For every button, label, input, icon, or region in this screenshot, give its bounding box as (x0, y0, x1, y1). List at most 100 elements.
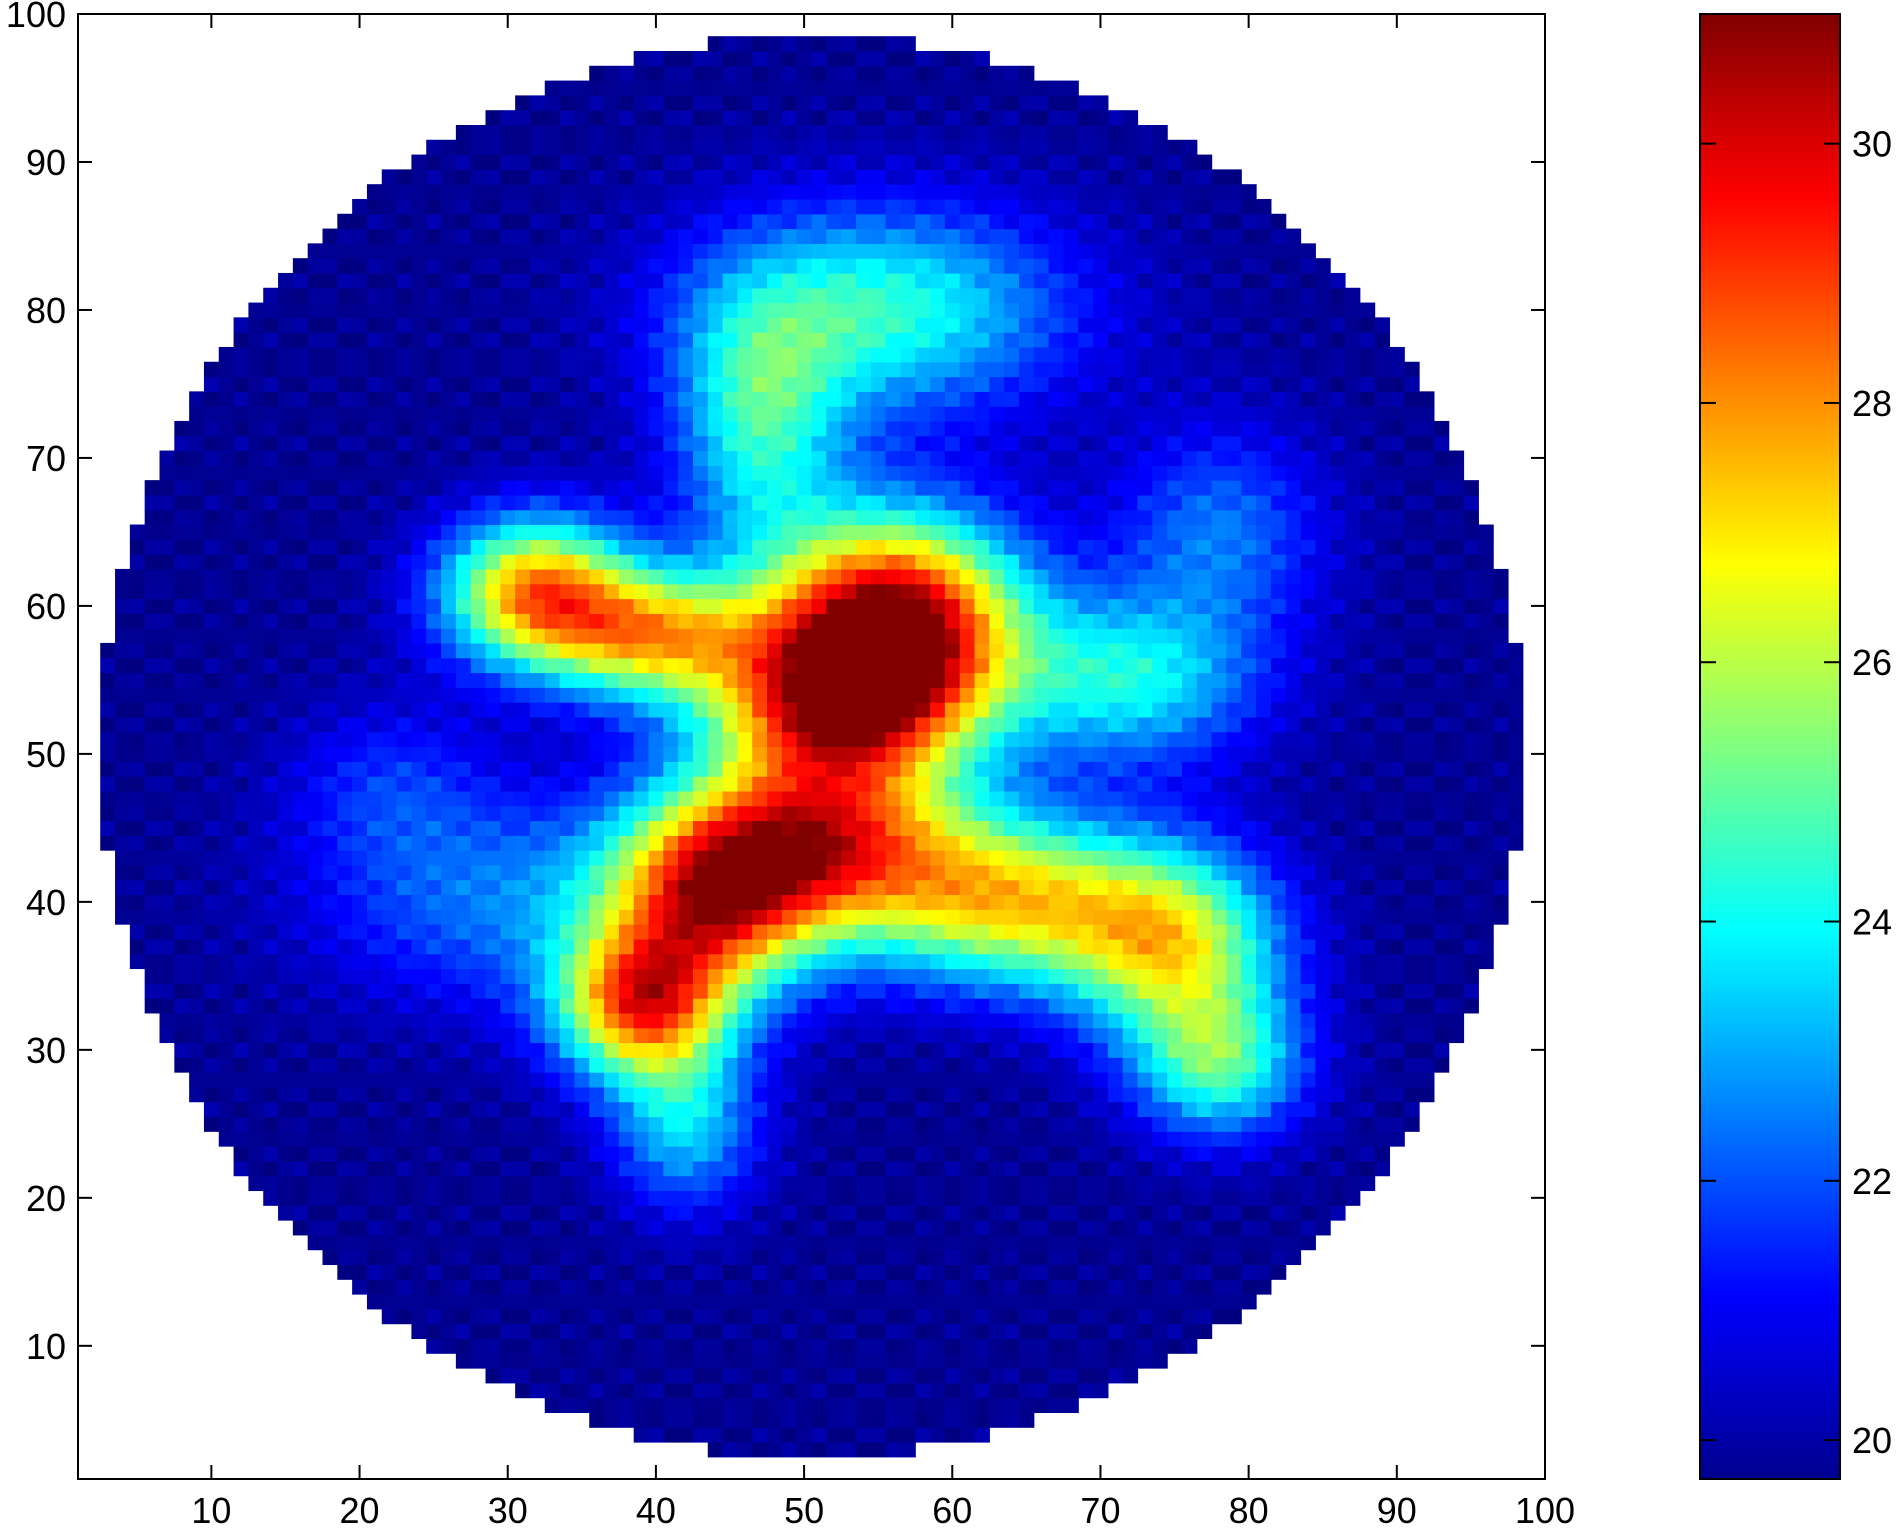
heatmap-cell (574, 95, 590, 111)
heatmap-cell (989, 687, 1005, 703)
heatmap-cell (767, 909, 783, 925)
heatmap-cell (900, 302, 916, 318)
heatmap-cell (559, 287, 576, 304)
heatmap-cell (752, 332, 768, 348)
heatmap-cell (322, 924, 338, 940)
heatmap-cell (989, 1368, 1005, 1384)
heatmap-cell (752, 302, 768, 318)
heatmap-cell (233, 361, 250, 378)
heatmap-cell (767, 154, 783, 170)
heatmap-cell (841, 169, 857, 185)
heatmap-cell (855, 761, 872, 777)
heatmap-cell (870, 628, 887, 644)
heatmap-cell (885, 746, 902, 762)
heatmap-cell (989, 95, 1005, 111)
heatmap-cell (100, 687, 116, 703)
heatmap-cell (1018, 894, 1035, 910)
heatmap-cell (381, 983, 398, 999)
heatmap-cell (930, 628, 946, 644)
heatmap-cell (574, 805, 590, 822)
heatmap-cell (396, 598, 413, 614)
heatmap-cell (589, 687, 605, 703)
heatmap-cell (396, 1116, 413, 1132)
heatmap-cell (678, 539, 694, 555)
heatmap-cell (322, 983, 338, 999)
heatmap-cell (944, 1146, 961, 1162)
heatmap-cell (381, 894, 398, 910)
heatmap-cell (307, 435, 324, 452)
heatmap-cell (278, 746, 294, 762)
heatmap-cell (485, 406, 501, 422)
heatmap-cell (767, 776, 783, 792)
heatmap-cell (767, 1397, 783, 1414)
heatmap-cell (678, 1220, 694, 1236)
heatmap-cell (648, 1323, 664, 1340)
heatmap-cell (811, 998, 827, 1014)
heatmap-cell (337, 583, 353, 600)
heatmap-cell (248, 1057, 264, 1073)
heatmap-cell (767, 435, 783, 452)
heatmap-cell (1018, 672, 1035, 688)
heatmap-cell (870, 184, 887, 200)
heatmap-cell (366, 702, 383, 718)
heatmap-cell (707, 124, 724, 141)
heatmap-cell (366, 953, 383, 970)
heatmap-cell (692, 1249, 709, 1266)
heatmap-cell (1004, 1412, 1020, 1428)
heatmap-cell (544, 95, 561, 111)
heatmap-cell (900, 1308, 916, 1325)
heatmap-cell (633, 790, 650, 807)
heatmap-cell (559, 642, 576, 659)
heatmap-cell (500, 820, 516, 836)
heatmap-cell (574, 776, 590, 792)
heatmap-cell (767, 1057, 783, 1073)
heatmap-cell (366, 554, 383, 570)
heatmap-cell (885, 583, 902, 600)
heatmap-cell (930, 435, 946, 452)
heatmap-cell (826, 110, 842, 126)
heatmap-cell (381, 1294, 398, 1310)
heatmap-cell (352, 835, 368, 851)
heatmap-cell (500, 1338, 516, 1354)
heatmap-cell (855, 1116, 872, 1132)
heatmap-cell (930, 687, 946, 703)
heatmap-cell (366, 657, 383, 674)
heatmap-cell (796, 346, 813, 363)
heatmap-cell (944, 568, 961, 585)
heatmap-cell (352, 480, 368, 496)
heatmap-cell (722, 406, 739, 422)
heatmap-cell (604, 702, 620, 718)
heatmap-cell (855, 50, 872, 67)
heatmap-cell (337, 450, 353, 466)
heatmap-cell (826, 1160, 842, 1177)
heatmap-cell (604, 494, 620, 511)
heatmap-cell (841, 1012, 857, 1029)
heatmap-cell (174, 953, 190, 970)
heatmap-cell (678, 1338, 694, 1354)
heatmap-cell (1004, 790, 1020, 807)
heatmap-cell (352, 672, 368, 688)
heatmap-cell (1004, 642, 1020, 659)
heatmap-cell (989, 406, 1005, 422)
heatmap-cell (529, 139, 546, 156)
heatmap-cell (900, 124, 916, 141)
heatmap-cell (959, 687, 976, 703)
heatmap-cell (826, 1027, 842, 1044)
heatmap-cell (1004, 850, 1020, 866)
heatmap-cell (559, 302, 576, 318)
heatmap-cell (144, 998, 161, 1014)
heatmap-cell (604, 1116, 620, 1132)
heatmap-cell (559, 687, 576, 703)
heatmap-cell (811, 864, 827, 881)
heatmap-cell (648, 1012, 664, 1029)
heatmap-cell (337, 983, 353, 999)
heatmap-cell (115, 568, 131, 585)
heatmap-cell (381, 820, 398, 836)
heatmap-cell (900, 435, 916, 452)
heatmap-cell (470, 450, 487, 466)
heatmap-cell (1004, 731, 1020, 748)
heatmap-cell (633, 1234, 650, 1251)
heatmap-cell (796, 1101, 813, 1118)
heatmap-cell (811, 1220, 827, 1236)
heatmap-cell (366, 258, 383, 274)
